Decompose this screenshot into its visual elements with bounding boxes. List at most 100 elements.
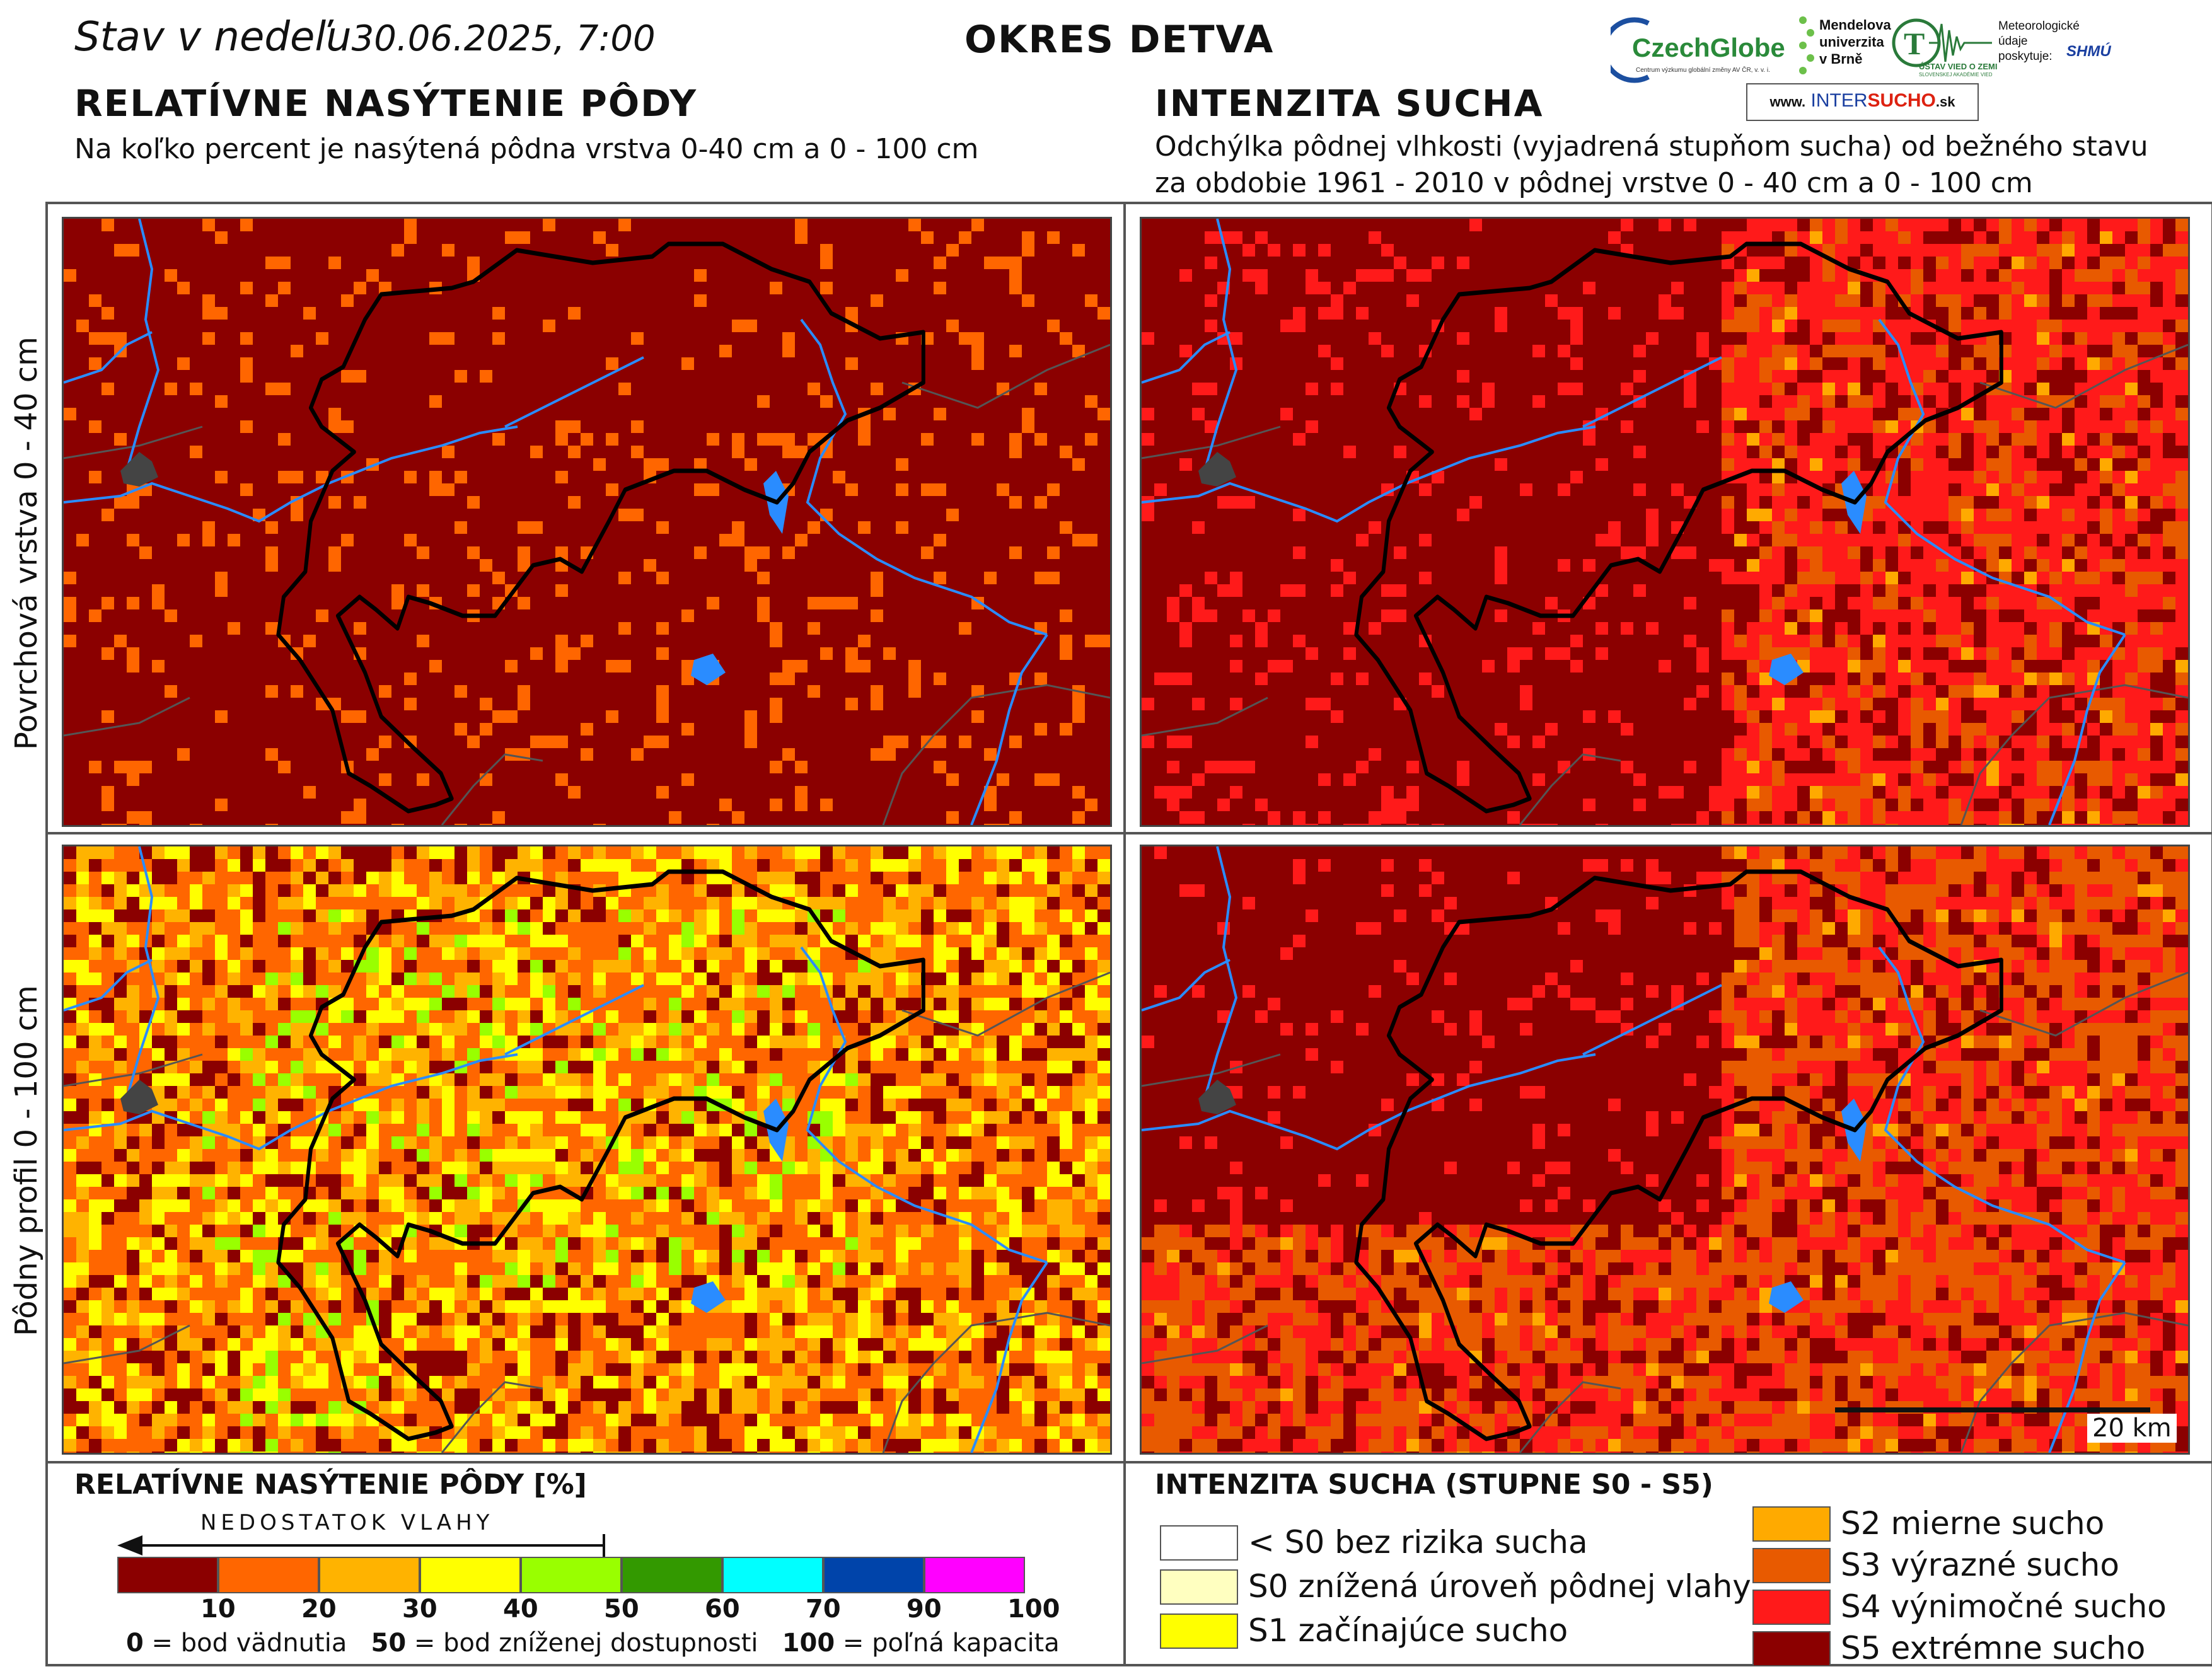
raster-cell — [1097, 660, 1110, 672]
raster-cell — [719, 521, 732, 534]
raster-cell — [1280, 231, 1293, 244]
raster-cell — [669, 824, 681, 825]
raster-cell — [1230, 219, 1242, 231]
raster-cell — [719, 647, 732, 660]
raster-cell — [719, 685, 732, 698]
raster-cell — [896, 597, 908, 609]
raster-cell — [228, 635, 240, 647]
raster-cell — [543, 710, 555, 723]
raster-cell — [152, 446, 165, 458]
raster-cell — [76, 660, 89, 672]
raster-cell — [89, 736, 101, 748]
raster-cell — [278, 748, 291, 761]
raster-cell — [316, 723, 328, 736]
raster-cell — [417, 357, 429, 370]
raster-cell — [1230, 269, 1242, 282]
raster-cell — [921, 471, 934, 483]
raster-cell — [669, 345, 681, 357]
raster-cell — [328, 584, 341, 597]
raster-cell — [139, 811, 152, 824]
raster-cell — [1072, 320, 1085, 332]
raster-cell — [1394, 219, 1406, 231]
raster-cell — [568, 471, 581, 483]
raster-cell — [833, 824, 845, 825]
raster-cell — [89, 420, 101, 433]
raster-cell — [757, 786, 770, 799]
raster-cell — [1684, 231, 1696, 244]
raster-cell — [568, 521, 581, 534]
raster-cell — [1034, 521, 1047, 534]
raster-cell — [76, 383, 89, 395]
raster-cell — [543, 433, 555, 446]
raster-cell — [782, 320, 795, 332]
raster-cell — [707, 786, 719, 799]
raster-cell — [707, 320, 719, 332]
raster-cell — [228, 269, 240, 282]
raster-cell — [656, 773, 669, 786]
raster-cell — [833, 496, 845, 509]
raster-cell — [228, 824, 240, 825]
raster-cell — [76, 698, 89, 710]
raster-cell — [921, 282, 934, 294]
raster-cell — [328, 761, 341, 773]
raster-cell — [971, 483, 984, 496]
raster-cell — [480, 710, 492, 723]
raster-cell — [76, 597, 89, 609]
raster-cell — [744, 534, 757, 546]
raster-cell — [644, 534, 656, 546]
raster-cell — [744, 761, 757, 773]
raster-cell — [190, 824, 202, 825]
raster-cell — [240, 282, 253, 294]
raster-cell — [820, 509, 833, 521]
raster-cell — [984, 824, 997, 825]
raster-cell — [845, 395, 858, 408]
raster-cell — [492, 824, 505, 825]
raster-cell — [1097, 609, 1110, 622]
raster-cell — [908, 458, 921, 471]
raster-cell — [833, 458, 845, 471]
raster-cell — [64, 257, 76, 269]
raster-cell — [1034, 332, 1047, 345]
raster-cell — [1507, 219, 1520, 231]
raster-cell — [1621, 282, 1633, 294]
raster-cell — [644, 370, 656, 383]
raster-cell — [618, 685, 631, 698]
raster-cell — [631, 509, 644, 521]
raster-cell — [946, 294, 959, 307]
raster-cell — [240, 420, 253, 433]
raster-cell — [328, 799, 341, 811]
raster-cell — [1432, 294, 1444, 307]
raster-cell — [89, 698, 101, 710]
raster-cell — [593, 370, 606, 383]
raster-cell — [1873, 307, 1885, 320]
raster-cell — [1060, 282, 1072, 294]
raster-cell — [492, 231, 505, 244]
raster-cell — [455, 786, 467, 799]
raster-cell — [732, 559, 744, 572]
raster-cell — [127, 584, 139, 597]
raster-cell — [64, 471, 76, 483]
raster-cell — [908, 420, 921, 433]
raster-cell — [1810, 257, 1822, 269]
raster-cell — [530, 622, 543, 635]
raster-cell — [505, 408, 518, 420]
czechglobe-swirl-icon — [1611, 17, 1650, 83]
raster-cell — [215, 710, 228, 723]
raster-cell — [1034, 294, 1047, 307]
raster-cell — [984, 294, 997, 307]
raster-cell — [681, 231, 694, 244]
raster-cell — [732, 446, 744, 458]
raster-cell — [240, 635, 253, 647]
raster-cell — [114, 257, 127, 269]
raster-cell — [732, 761, 744, 773]
raster-cell — [152, 811, 165, 824]
raster-cell — [379, 824, 391, 825]
raster-cell — [845, 496, 858, 509]
raster-cell — [568, 672, 581, 685]
raster-cell — [820, 420, 833, 433]
raster-cell — [1192, 282, 1205, 294]
raster-cell — [165, 521, 177, 534]
date-value: 30.06.2025, 7:00 — [351, 18, 656, 59]
raster-cell — [1047, 761, 1060, 773]
raster-cell — [1495, 231, 1507, 244]
